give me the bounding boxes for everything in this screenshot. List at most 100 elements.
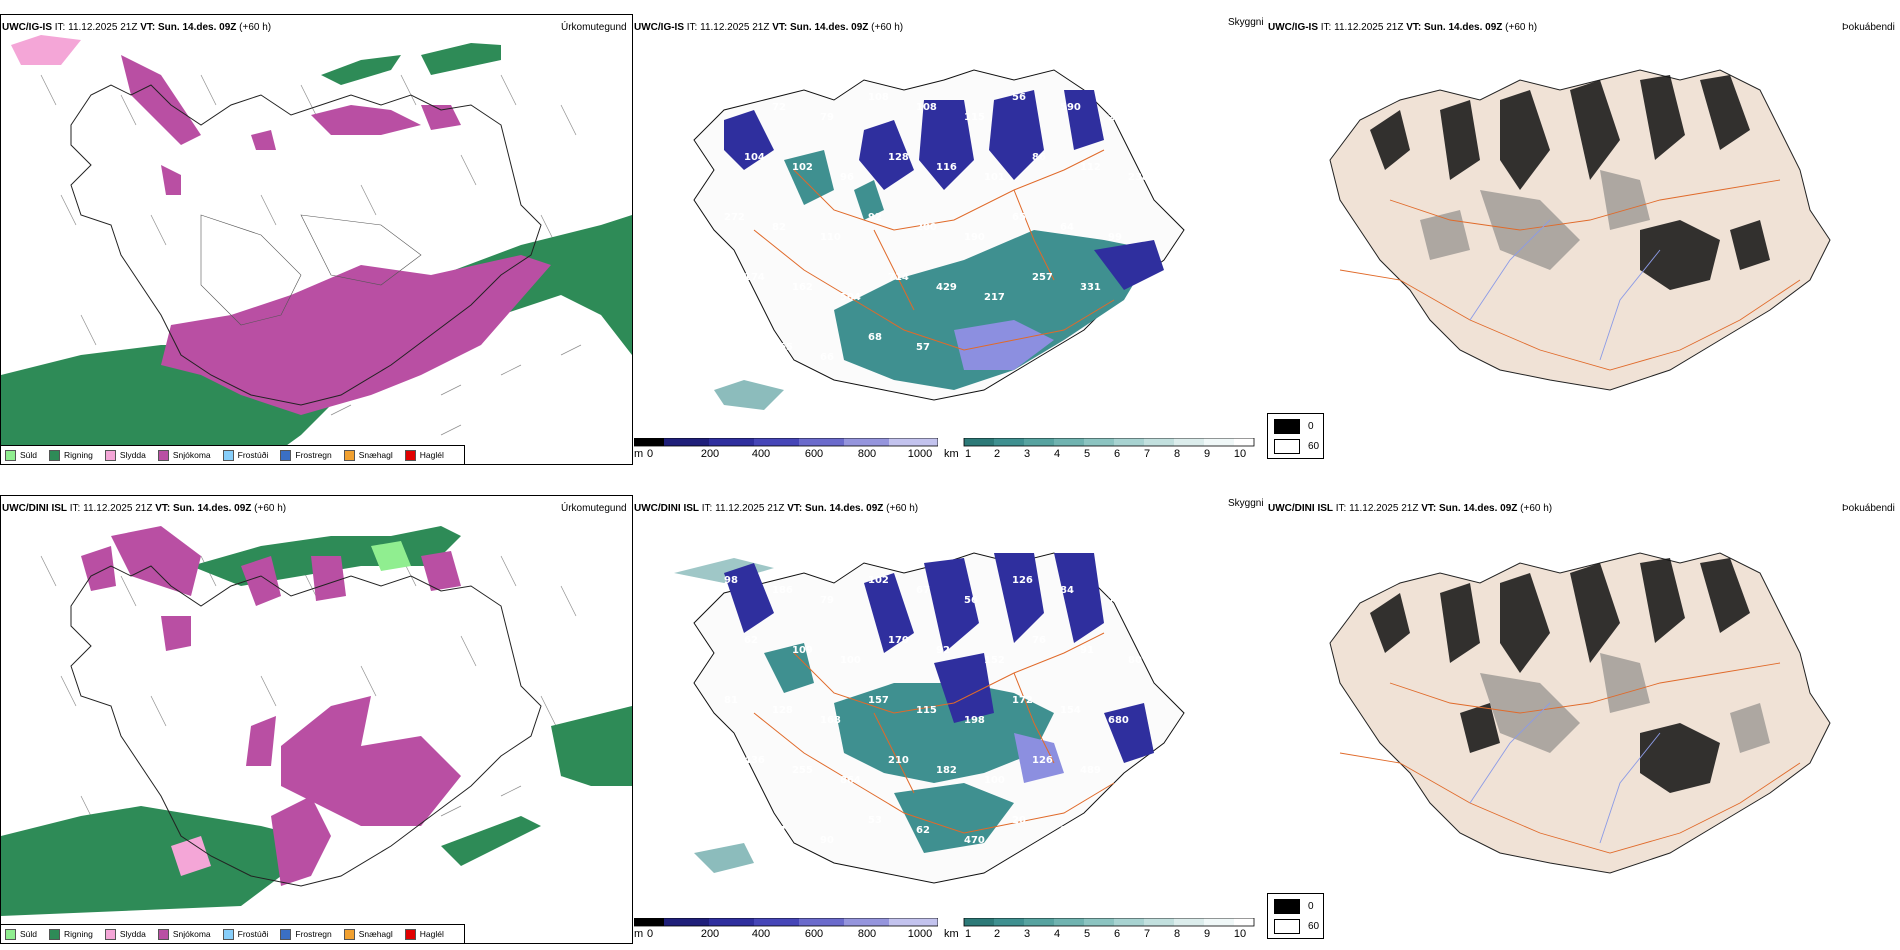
legend-label: Frostregn bbox=[295, 450, 332, 460]
legend-item: Frostregn bbox=[280, 449, 332, 461]
ceiling-value-label: 67 bbox=[916, 585, 930, 596]
tick-label: 7 bbox=[1143, 928, 1151, 940]
ceiling-header-2: UWC/DINI ISL IT: 11.12.2025 21Z VT: Sun.… bbox=[634, 503, 918, 515]
model-name: UWC/DINI ISL bbox=[634, 503, 699, 514]
legend-label: Rigning bbox=[64, 450, 93, 460]
tick-label: 8 bbox=[1173, 928, 1181, 940]
tick-label: 400 bbox=[751, 448, 771, 460]
ceiling-value-label: 322 bbox=[724, 332, 745, 343]
legend-item: Slydda bbox=[104, 449, 146, 461]
height-unit: m bbox=[634, 448, 644, 460]
ceiling-value-label: 714 bbox=[888, 272, 909, 283]
ceiling-value-label: 680 bbox=[1108, 715, 1129, 726]
legend-label: Súld bbox=[20, 450, 38, 460]
vt-label: VT: bbox=[787, 503, 803, 514]
vt-label: VT: bbox=[140, 22, 156, 33]
ceiling-value-label: 75 bbox=[1108, 595, 1122, 606]
ceiling-value-label: 53 bbox=[868, 815, 882, 826]
legend-label: Haglél bbox=[419, 929, 444, 939]
tick-label: 400 bbox=[751, 928, 771, 940]
ceiling-value-label: 126 bbox=[1032, 755, 1053, 766]
fog-legend-row: 60 bbox=[1274, 439, 1319, 454]
legend-label: Snæhagl bbox=[358, 450, 393, 460]
ceiling-value-label: 108 bbox=[916, 102, 937, 113]
fog-swatch bbox=[1274, 439, 1300, 454]
tick-label: 4 bbox=[1053, 928, 1061, 940]
legend-swatch bbox=[280, 928, 292, 940]
visibility-unit: km bbox=[944, 928, 959, 940]
ceiling-value-label: 82 bbox=[772, 222, 786, 233]
ceiling-value-label: 102 bbox=[868, 575, 889, 586]
fog-legend-row: 60 bbox=[1274, 919, 1319, 934]
valid-time: Sun. 14.des. 09Z bbox=[173, 503, 252, 514]
legend-swatch bbox=[104, 449, 116, 461]
legend-item: Haglél bbox=[404, 928, 444, 940]
legend-item: Súld bbox=[5, 449, 38, 461]
model-name: UWC/IG-IS bbox=[634, 22, 684, 33]
lead-time: (+60 h) bbox=[1505, 22, 1538, 33]
ceiling-value-label: 92 bbox=[868, 212, 882, 223]
fog-legend-row: 0 bbox=[1274, 419, 1314, 434]
ceiling-value-label: 436 bbox=[744, 755, 765, 766]
ceiling-value-label: 172 bbox=[1012, 695, 1033, 706]
legend-label: Snæhagl bbox=[358, 929, 393, 939]
tick-label: 3 bbox=[1023, 448, 1031, 460]
tick-label: 1 bbox=[964, 928, 972, 940]
model-name: UWC/DINI ISL bbox=[2, 503, 67, 514]
ceiling-value-label: 265 bbox=[772, 342, 793, 353]
fog-map-svg-2 bbox=[1329, 552, 1831, 874]
ceiling-value-label: 57 bbox=[916, 342, 930, 353]
precip-title-2: Úrkomutegund bbox=[561, 503, 627, 514]
legend-item: Snæhagl bbox=[343, 449, 393, 461]
ceiling-value-label: 331 bbox=[1080, 282, 1101, 293]
lead-time: (+60 h) bbox=[1520, 503, 1553, 514]
ceiling-title-2: Skyggni bbox=[1228, 498, 1264, 509]
ceiling-value-label: 489 bbox=[1080, 765, 1101, 776]
precip-header-2: UWC/DINI ISL IT: 11.12.2025 21Z VT: Sun.… bbox=[2, 503, 286, 515]
ceiling-map-1: 33 72 79 108 108 115 56 590 274 104 102 96 128 116 101… bbox=[634, 30, 1264, 435]
tick-label: 10 bbox=[1233, 928, 1247, 940]
it-label: IT: bbox=[1335, 503, 1347, 514]
ceiling-value-label: 64 bbox=[1060, 222, 1074, 233]
ceiling-value-label: 100 bbox=[984, 775, 1005, 786]
tick-label: 10 bbox=[1233, 448, 1247, 460]
vt-label: VT: bbox=[1421, 503, 1437, 514]
model-name: UWC/DINI ISL bbox=[1268, 503, 1333, 514]
ceiling-map-svg-1: 33 72 79 108 108 115 56 590 274 104 102 96 128 116 101… bbox=[693, 69, 1185, 410]
ceiling-map-2: 98 186 79 102 67 56 126 84 75 62 109 100 170 92 152 76 9… bbox=[634, 513, 1264, 913]
ceiling-value-label: 190 bbox=[964, 232, 985, 243]
ceiling-value-label: 62 bbox=[744, 635, 758, 646]
legend-item: Rigning bbox=[49, 928, 93, 940]
ceiling-labels-2: 98 186 79 102 67 56 126 84 75 62 109 100 170 92 152 76 9… bbox=[724, 575, 1142, 886]
fog-title-2: Þokuábendi bbox=[1842, 503, 1895, 514]
ceiling-value-label: 57 bbox=[772, 825, 786, 836]
ceiling-value-label: 20 bbox=[1012, 815, 1026, 826]
ceiling-value-label: 182 bbox=[936, 765, 957, 776]
legend-swatch bbox=[222, 928, 234, 940]
it-label: IT: bbox=[69, 503, 81, 514]
it-label: IT: bbox=[1320, 22, 1332, 33]
legend-swatch bbox=[222, 449, 234, 461]
init-time: 11.12.2025 21Z bbox=[1349, 503, 1419, 514]
ceiling-value-label: 110 bbox=[820, 232, 841, 243]
visibility-colorbar-svg bbox=[963, 918, 1255, 927]
ceiling-value-label: 68 bbox=[868, 332, 882, 343]
legend-label: Frostúði bbox=[237, 929, 269, 939]
tick-label: 9 bbox=[1203, 448, 1211, 460]
row-2: Súld Rigning Slydda Snjókoma Frostúði Fr… bbox=[0, 475, 1900, 950]
ceiling-value-label: 162 bbox=[792, 282, 813, 293]
ceiling-value-label: 96 bbox=[840, 172, 854, 183]
fog-map-1 bbox=[1300, 40, 1860, 430]
it-label: IT: bbox=[701, 503, 713, 514]
ceiling-value-label: 84 bbox=[1060, 585, 1074, 596]
fog-header-2: UWC/DINI ISL IT: 11.12.2025 21Z VT: Sun.… bbox=[1268, 503, 1552, 515]
fog-label: 0 bbox=[1308, 421, 1314, 432]
ceiling-value-label: 109 bbox=[792, 645, 813, 656]
ceiling-value-label: 72 bbox=[772, 102, 786, 113]
ceiling-value-label: 104 bbox=[744, 152, 765, 163]
ceiling-value-label: 54 bbox=[724, 815, 738, 826]
ceiling-value-label: 210 bbox=[888, 755, 909, 766]
ceiling-value-label: 116 bbox=[936, 162, 957, 173]
ceiling-value-label: 76 bbox=[1032, 635, 1046, 646]
fog-swatch bbox=[1274, 899, 1300, 914]
